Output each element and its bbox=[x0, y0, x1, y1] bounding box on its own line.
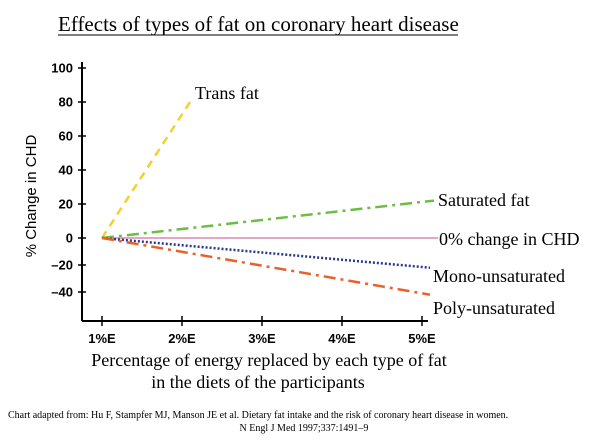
x-axis-label-line2: in the diets of the participants bbox=[151, 372, 364, 392]
y-ticks: 100 80 60 40 20 0 –20 –40 bbox=[51, 61, 86, 300]
series-line-poly-unsaturated bbox=[101, 236, 431, 296]
chart-title: Effects of types of fat on coronary hear… bbox=[58, 12, 459, 36]
y-tick-label: –20 bbox=[51, 258, 73, 273]
y-tick-label: 100 bbox=[51, 61, 73, 76]
annotation-label: Mono-unsaturated bbox=[433, 266, 565, 286]
x-axis-label-line1: Percentage of energy replaced by each ty… bbox=[91, 350, 446, 370]
series-line-trans-fat bbox=[100, 101, 192, 239]
x-tick-label: 3%E bbox=[248, 331, 276, 346]
series-line-mono-unsaturated bbox=[101, 236, 431, 269]
annotation-label: Saturated fat bbox=[438, 190, 529, 210]
y-tick-label: –40 bbox=[51, 285, 73, 300]
source-line-1: Chart adapted from: Hu F, Stampfer MJ, M… bbox=[8, 410, 508, 421]
y-tick-label: 80 bbox=[59, 95, 73, 110]
annotation-label: Trans fat bbox=[195, 83, 259, 103]
x-tick-label: 5%E bbox=[408, 331, 436, 346]
series-line-saturated-fat bbox=[101, 199, 435, 240]
y-tick-label: 60 bbox=[59, 129, 73, 144]
y-tick-label: 20 bbox=[59, 197, 73, 212]
annotation-label: Poly-unsaturated bbox=[433, 298, 555, 318]
x-ticks: 1%E 2%E 3%E 4%E 5%E bbox=[88, 316, 436, 346]
source-line-2: N Engl J Med 1997;337:1491–9 bbox=[240, 423, 369, 434]
y-axis-label: % Change in CHD bbox=[23, 135, 40, 258]
y-tick-label: 0 bbox=[66, 231, 73, 246]
series bbox=[100, 101, 438, 296]
x-tick-label: 1%E bbox=[88, 331, 116, 346]
annotations: Trans fat Saturated fat 0% change in CHD Mo… bbox=[195, 83, 579, 318]
x-tick-label: 4%E bbox=[328, 331, 356, 346]
y-tick-label: 40 bbox=[59, 163, 73, 178]
x-tick-label: 2%E bbox=[168, 331, 196, 346]
annotation-label: 0% change in CHD bbox=[439, 229, 579, 249]
axes bbox=[81, 62, 428, 322]
